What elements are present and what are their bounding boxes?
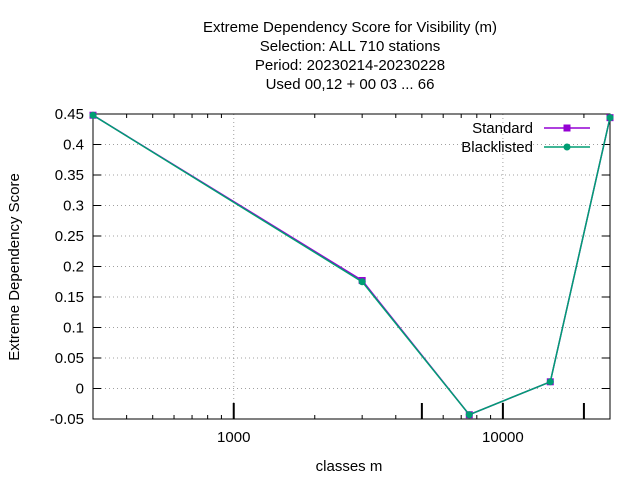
x-tick-label: 10000 [482,429,524,446]
y-tick-label: 0.4 [63,137,84,154]
y-tick-label: 0.3 [63,198,84,215]
y-tick-label: 0.25 [55,228,84,245]
y-tick-label: -0.05 [50,411,84,428]
legend-marker [563,124,571,132]
y-tick-label: 0.45 [55,106,84,123]
y-tick-label: 0.2 [63,259,84,276]
chart-title-line-3: Period: 20230214-20230228 [254,57,446,74]
y-tick-label: 0.35 [55,167,84,184]
y-tick-label: 0.05 [55,350,84,367]
plot-frame [92,113,611,420]
data-point-blacklisted [89,111,97,119]
data-point-blacklisted [606,114,614,122]
x-axis-label: classes m [316,458,383,475]
series-lines [89,111,614,419]
series-line-blacklisted [92,114,611,416]
data-point-blacklisted [358,278,366,286]
x-tick-label: 1000 [217,429,250,446]
grid-lines [93,114,610,419]
legend-label: Blacklisted [461,139,533,156]
series-line-standard [92,114,611,416]
chart-title-line-2: Selection: ALL 710 stations [259,38,441,55]
y-axis-label: Extreme Dependency Score [6,173,23,361]
axis-ticks: -0.05 0 0.05 0.1 0.15 0.2 0.25 0.3 0.35 0.4 0.45 10… [50,106,610,446]
chart-title-line-4: Used 00,12 + 00 03 ... 66 [265,76,435,93]
y-tick-label: 0.15 [55,289,84,306]
data-point-blacklisted [546,378,554,386]
legend-label: Standard [472,120,533,137]
data-point-blacklisted [465,411,473,419]
y-tick-label: 0.1 [63,320,84,337]
legend-marker [563,143,571,151]
chart-title-line-1: Extreme Dependency Score for Visibility … [203,19,497,36]
legend: Standard Blacklisted [461,120,590,156]
y-tick-label: 0 [76,381,84,398]
